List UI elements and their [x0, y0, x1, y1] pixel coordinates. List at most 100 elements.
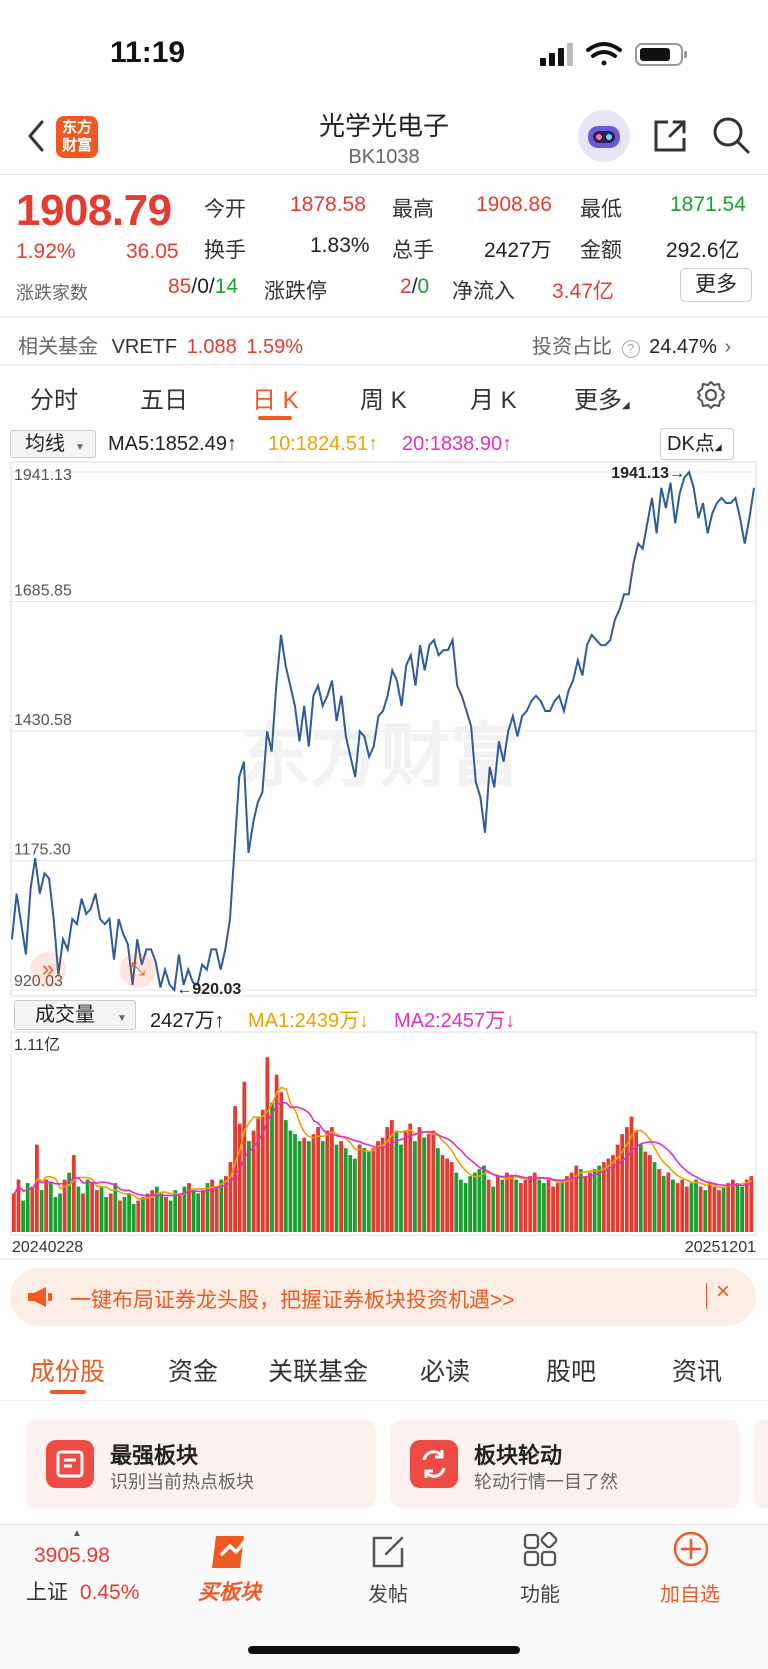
volume-bar	[150, 1190, 155, 1232]
functions-label[interactable]: 功能	[520, 1584, 560, 1606]
netflow-value: 3.47亿	[552, 280, 614, 303]
volume-bar	[297, 1141, 302, 1232]
volume-bar	[744, 1179, 749, 1232]
volume-bar	[408, 1123, 413, 1232]
price-chart[interactable]: 东方财富 1941.131685.851430.581175.30920.03 …	[0, 460, 768, 1000]
megaphone-icon	[28, 1287, 52, 1307]
fullscreen-icon[interactable]: ⤡	[120, 952, 156, 988]
volume-bar	[583, 1176, 588, 1232]
tab-capital[interactable]: 资金	[168, 1358, 219, 1386]
volume-bar	[210, 1179, 214, 1232]
volume-bar	[131, 1204, 136, 1232]
tab-news[interactable]: 资讯	[672, 1358, 723, 1386]
volume-current: 2427万↑	[150, 1010, 225, 1032]
volume-bar	[486, 1179, 491, 1232]
volume-bar	[671, 1179, 675, 1232]
turnover-label: 换手	[204, 239, 246, 262]
tab-five-day[interactable]: 五日	[140, 387, 188, 414]
volume-bar	[615, 1144, 620, 1232]
volume-bar	[652, 1162, 657, 1232]
volume-bar	[71, 1155, 76, 1232]
volume-bar	[565, 1176, 569, 1232]
volume-ma2: MA2:2457万↓	[394, 1010, 516, 1032]
post-label[interactable]: 发帖	[368, 1584, 408, 1606]
edit-post-icon[interactable]	[370, 1534, 406, 1570]
volume-chart[interactable]: 1.11亿 20240228 20251201	[0, 1030, 768, 1255]
ma5-value: MA5:1852.49↑	[108, 433, 237, 455]
volume-bar	[413, 1141, 417, 1232]
volume-bar	[311, 1134, 316, 1232]
volume-bar	[440, 1155, 445, 1232]
tab-daily-k[interactable]: 日 K	[252, 387, 299, 414]
indicator-select[interactable]: 均线 ▼	[10, 430, 96, 458]
functions-grid-icon[interactable]	[522, 1532, 558, 1568]
volume-bar	[251, 1130, 256, 1232]
tab-forum[interactable]: 股吧	[546, 1358, 597, 1386]
amount-label: 金额	[580, 239, 622, 262]
dk-points-button[interactable]: DK点◢	[660, 428, 734, 460]
volume-bar	[703, 1190, 708, 1232]
volume-bar	[168, 1200, 173, 1232]
tab-weekly-k[interactable]: 周 K	[360, 387, 407, 414]
gear-icon[interactable]	[696, 380, 726, 410]
x-end-label: 20251201	[685, 1239, 756, 1255]
x-start-label: 20240228	[12, 1239, 83, 1255]
volume-bar	[187, 1183, 191, 1232]
volume-bar	[735, 1183, 740, 1232]
volume-bar	[380, 1137, 385, 1232]
tab-related-funds[interactable]: 关联基金	[268, 1358, 369, 1386]
share-icon[interactable]	[650, 116, 690, 156]
volume-bar	[320, 1141, 325, 1232]
y-tick-label: 1685.85	[14, 583, 72, 600]
add-watchlist-label[interactable]: 加自选	[660, 1584, 720, 1606]
volume-bar	[509, 1176, 514, 1232]
bottom-nav	[0, 1524, 768, 1669]
volume-bar	[505, 1172, 509, 1232]
volume-bar	[643, 1151, 648, 1232]
banner-text[interactable]: 一键布局证券龙头股，把握证券板块投资机遇>>	[70, 1289, 515, 1312]
volume-bar	[108, 1193, 113, 1232]
volume-bar	[118, 1200, 122, 1232]
tab-more[interactable]: 更多◢	[574, 387, 630, 414]
index-value[interactable]: 3905.98	[34, 1544, 110, 1567]
volume-bar	[597, 1165, 602, 1232]
tab-monthly-k[interactable]: 月 K	[470, 387, 517, 414]
card-next-peek[interactable]	[754, 1420, 768, 1508]
strongest-sector-icon	[46, 1440, 94, 1488]
volume-select[interactable]: 成交量 ▼	[14, 1000, 136, 1030]
volume-bar	[500, 1179, 505, 1232]
ma10-value: 10:1824.51↑	[268, 433, 379, 455]
investment-ratio[interactable]: 投资占比 ? 24.47% ›	[532, 336, 732, 358]
volume-bar	[749, 1176, 754, 1232]
back-icon[interactable]	[18, 116, 58, 156]
volume-bar	[353, 1158, 357, 1232]
help-icon: ?	[621, 340, 640, 358]
volume-bar	[721, 1186, 726, 1232]
robot-assistant-icon[interactable]	[578, 110, 630, 162]
tab-constituents[interactable]: 成份股	[30, 1358, 106, 1386]
index-summary[interactable]: 上证 0.45%	[26, 1581, 140, 1604]
volume-bar	[325, 1130, 330, 1232]
caret-up-icon: ▲	[72, 1528, 82, 1539]
volume-label: 总手	[392, 239, 434, 262]
promo-banner[interactable]	[10, 1268, 756, 1326]
volume-bar	[472, 1172, 477, 1232]
volume-bar	[588, 1172, 592, 1232]
volume-bar	[173, 1190, 178, 1232]
volume-bar	[67, 1172, 72, 1232]
buy-sector-label[interactable]: 买板块	[198, 1581, 261, 1604]
close-icon[interactable]: ×	[716, 1278, 731, 1305]
buy-sector-icon[interactable]	[206, 1530, 256, 1574]
tab-intraday[interactable]: 分时	[30, 387, 78, 414]
volume-bar	[611, 1155, 615, 1232]
related-fund-row[interactable]: 相关基金 VRETF 1.088 1.59%	[18, 336, 304, 358]
expand-left-icon[interactable]: »	[30, 952, 66, 988]
search-icon[interactable]	[710, 114, 752, 156]
volume-bar	[283, 1120, 288, 1232]
more-button[interactable]: 更多	[680, 268, 752, 302]
change-percent: 1.92%	[16, 240, 76, 263]
tab-must-read[interactable]: 必读	[420, 1358, 471, 1386]
volume-bar	[731, 1179, 735, 1232]
add-watchlist-icon[interactable]	[672, 1530, 710, 1568]
volume-bar	[58, 1193, 62, 1232]
